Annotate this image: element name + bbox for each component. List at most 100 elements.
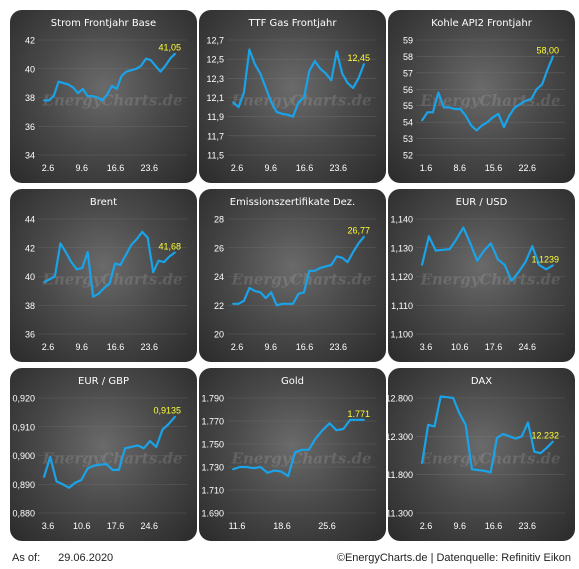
data-point bbox=[524, 99, 527, 102]
data-point bbox=[545, 446, 548, 449]
data-point bbox=[453, 108, 456, 110]
y-tick-label: 56 bbox=[403, 85, 413, 95]
chart-title: EUR / GBP bbox=[78, 376, 129, 387]
x-tick-label: 9.6 bbox=[75, 163, 88, 173]
data-point bbox=[174, 52, 176, 55]
data-point bbox=[471, 468, 473, 471]
data-point bbox=[232, 101, 234, 104]
chart-panel: Gold EnergyCharts.de 1.790 1.770 1.750 1.730 1… bbox=[199, 368, 386, 541]
data-point bbox=[111, 468, 114, 471]
data-point bbox=[352, 87, 354, 89]
data-point bbox=[330, 79, 333, 82]
data-point bbox=[520, 435, 523, 438]
data-point bbox=[524, 261, 527, 264]
data-point bbox=[266, 471, 269, 474]
data-point bbox=[297, 101, 300, 104]
y-tick-label: 11,9 bbox=[207, 112, 224, 122]
y-tick-label: 1,130 bbox=[390, 243, 413, 253]
data-point bbox=[307, 448, 310, 451]
data-point bbox=[486, 121, 489, 124]
y-tick-label: 12,7 bbox=[206, 36, 224, 46]
data-point bbox=[237, 302, 240, 305]
data-point bbox=[115, 87, 118, 90]
y-tick-label: 11,7 bbox=[207, 131, 224, 141]
y-tick-label: 36 bbox=[25, 330, 35, 340]
y-tick-label: 40 bbox=[25, 64, 35, 74]
data-point bbox=[105, 463, 108, 466]
data-point bbox=[448, 248, 451, 251]
y-tick-label: 12,5 bbox=[206, 55, 224, 65]
data-point bbox=[140, 64, 142, 67]
data-point bbox=[462, 226, 465, 229]
data-point bbox=[477, 469, 480, 471]
data-point bbox=[464, 423, 467, 426]
data-point bbox=[497, 113, 500, 115]
data-point bbox=[280, 470, 283, 473]
data-point bbox=[427, 423, 430, 426]
data-point bbox=[144, 57, 147, 60]
data-point bbox=[74, 481, 77, 484]
as-of-line: As of: 29.06.2020 bbox=[12, 552, 113, 564]
data-point bbox=[252, 467, 255, 470]
y-tick-label: 11.300 bbox=[388, 509, 413, 519]
data-point bbox=[152, 271, 155, 274]
x-tick-label: 9.6 bbox=[75, 342, 88, 352]
data-point bbox=[86, 251, 89, 253]
data-point bbox=[281, 302, 284, 305]
data-point bbox=[114, 262, 116, 265]
data-point bbox=[106, 93, 108, 96]
y-tick-label: 58 bbox=[403, 52, 413, 62]
data-point bbox=[437, 91, 440, 94]
data-point bbox=[483, 249, 485, 252]
data-point bbox=[259, 291, 262, 294]
x-tick-label: 11.6 bbox=[229, 521, 246, 531]
data-point bbox=[93, 464, 95, 467]
data-point bbox=[502, 126, 505, 128]
x-tick-label: 17.6 bbox=[107, 521, 125, 531]
data-point bbox=[270, 101, 273, 104]
data-point bbox=[490, 242, 492, 245]
y-tick-label: 1.750 bbox=[201, 440, 224, 450]
data-point bbox=[154, 64, 157, 67]
data-point bbox=[253, 289, 256, 292]
data-point bbox=[142, 447, 145, 450]
data-point bbox=[146, 236, 149, 239]
data-point bbox=[125, 70, 128, 73]
chart-svg: Brent EnergyCharts.de 44 42 40 38 36 2.6 9.6 16.6… bbox=[25, 197, 187, 352]
y-tick-label: 44 bbox=[25, 215, 35, 225]
data-point bbox=[264, 87, 267, 89]
chart-title: Emissionszertifikate Dez. bbox=[230, 197, 356, 208]
y-tick-label: 0,890 bbox=[12, 480, 35, 490]
y-tick-label: 12,1 bbox=[206, 93, 224, 103]
data-point bbox=[313, 60, 316, 62]
data-point bbox=[43, 281, 45, 284]
data-point bbox=[52, 95, 55, 97]
y-tick-label: 12.300 bbox=[388, 432, 413, 442]
data-point bbox=[253, 63, 256, 65]
watermark: EnergyCharts.de bbox=[41, 92, 182, 110]
watermark: EnergyCharts.de bbox=[230, 450, 371, 468]
y-tick-label: 42 bbox=[25, 36, 35, 46]
data-point bbox=[502, 433, 504, 435]
data-point bbox=[275, 304, 278, 307]
x-tick-label: 22.6 bbox=[518, 163, 536, 173]
x-tick-label: 2.6 bbox=[42, 342, 55, 352]
x-tick-label: 2.6 bbox=[42, 163, 55, 173]
data-point bbox=[341, 72, 344, 75]
last-value-label: 1,1239 bbox=[531, 254, 559, 264]
x-tick-label: 23.6 bbox=[140, 342, 158, 352]
data-point bbox=[163, 261, 165, 264]
data-point bbox=[159, 70, 162, 73]
chart-title: TTF Gas Frontjahr bbox=[248, 18, 338, 29]
y-tick-label: 12,3 bbox=[206, 74, 224, 84]
data-point bbox=[519, 103, 522, 105]
chart-panel: Kohle API2 Frontjahr EnergyCharts.de 59 58 5… bbox=[388, 10, 575, 183]
data-point bbox=[232, 302, 234, 305]
data-point bbox=[243, 300, 245, 302]
data-point bbox=[297, 292, 300, 295]
data-point bbox=[149, 440, 151, 443]
data-point bbox=[552, 440, 554, 443]
data-point bbox=[357, 242, 360, 245]
data-point bbox=[530, 98, 533, 101]
